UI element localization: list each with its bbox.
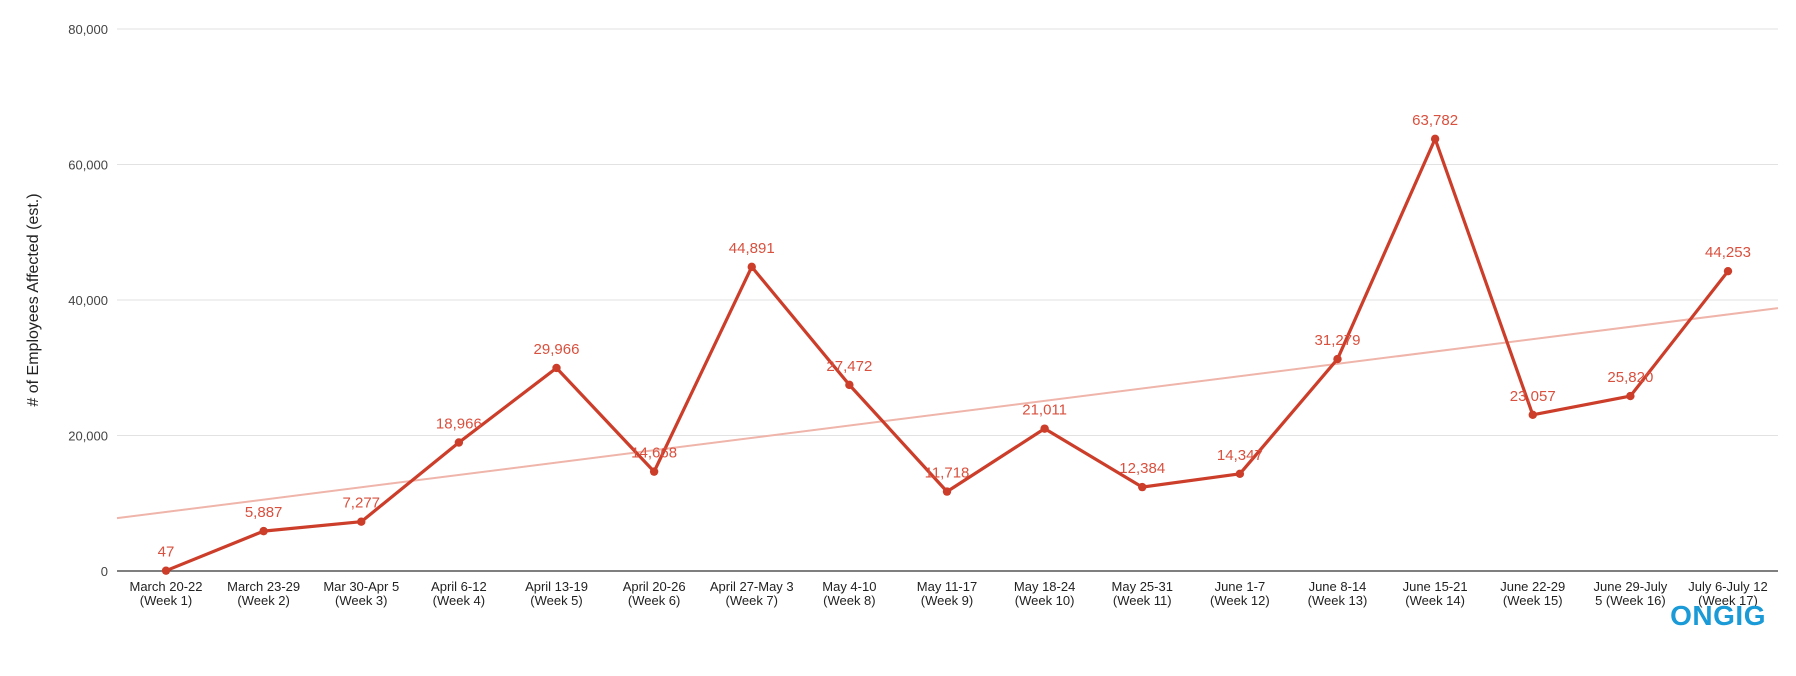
x-tick-label: May 25-31 bbox=[1112, 579, 1173, 594]
data-point bbox=[845, 380, 854, 390]
data-label: 14,668 bbox=[631, 445, 677, 462]
x-tick-label: March 20-22 bbox=[130, 579, 203, 594]
data-label: 44,253 bbox=[1705, 244, 1751, 261]
y-tick-label: 40,000 bbox=[68, 293, 108, 308]
x-tick-label: June 8-14 bbox=[1309, 579, 1367, 594]
data-label: 5,887 bbox=[245, 504, 283, 521]
x-tick-sublabel: (Week 9) bbox=[921, 593, 974, 608]
data-point bbox=[1528, 410, 1537, 419]
data-point bbox=[1333, 354, 1342, 364]
data-label: 12,384 bbox=[1119, 460, 1165, 477]
x-tick-sublabel: (Week 15) bbox=[1503, 593, 1563, 608]
data-label: 63,782 bbox=[1412, 112, 1458, 129]
x-tick-sublabel: (Week 10) bbox=[1015, 593, 1075, 608]
data-label: 25,820 bbox=[1607, 369, 1653, 386]
data-label: 27,472 bbox=[826, 358, 872, 375]
data-point bbox=[357, 517, 366, 526]
data-label: 44,891 bbox=[729, 240, 775, 257]
data-label: 14,347 bbox=[1217, 447, 1263, 464]
x-tick-sublabel: (Week 17) bbox=[1698, 593, 1758, 608]
x-tick-sublabel: (Week 3) bbox=[335, 593, 388, 608]
x-tick-label: May 18-24 bbox=[1014, 579, 1075, 594]
x-tick-label: March 23-29 bbox=[227, 579, 300, 594]
data-point bbox=[454, 438, 464, 447]
data-label: 29,966 bbox=[534, 341, 580, 358]
x-tick-label: June 29-July bbox=[1594, 579, 1668, 594]
x-tick-sublabel: (Week 2) bbox=[237, 593, 290, 608]
x-tick-sublabel: (Week 1) bbox=[140, 593, 193, 608]
x-tick-label: April 20-26 bbox=[623, 579, 686, 594]
x-tick-label: May 4-10 bbox=[822, 579, 876, 594]
data-label: 11,718 bbox=[925, 465, 970, 482]
x-tick-sublabel: (Week 13) bbox=[1308, 593, 1368, 608]
x-tick-sublabel: 5 (Week 16) bbox=[1595, 593, 1666, 608]
x-tick-label: April 6-12 bbox=[431, 579, 487, 594]
data-point bbox=[1723, 266, 1733, 276]
data-point bbox=[942, 487, 952, 496]
trendline bbox=[116, 307, 1779, 520]
data-point bbox=[1235, 469, 1245, 478]
data-label: 21,011 bbox=[1022, 402, 1067, 419]
x-tick-sublabel: (Week 5) bbox=[530, 593, 583, 608]
x-tick-sublabel: (Week 8) bbox=[823, 593, 876, 608]
data-point bbox=[161, 566, 171, 575]
ongig-logo: ONGIG bbox=[1670, 600, 1766, 631]
series-line bbox=[164, 137, 1730, 573]
x-tick-label: Mar 30-Apr 5 bbox=[323, 579, 399, 594]
x-tick-label: June 15-21 bbox=[1403, 579, 1468, 594]
x-tick-label: July 6-July 12 bbox=[1688, 579, 1767, 594]
x-tick-label: April 27-May 3 bbox=[710, 579, 794, 594]
data-label: 7,277 bbox=[342, 495, 380, 512]
x-tick-sublabel: (Week 12) bbox=[1210, 593, 1270, 608]
x-tick-label: April 13-19 bbox=[525, 579, 588, 594]
data-label: 31,279 bbox=[1315, 332, 1361, 349]
x-tick-label: June 22-29 bbox=[1500, 579, 1565, 594]
data-point bbox=[1040, 424, 1049, 433]
data-label: 23,057 bbox=[1510, 388, 1556, 405]
x-tick-sublabel: (Week 7) bbox=[726, 593, 779, 608]
y-tick-label: 80,000 bbox=[68, 22, 108, 37]
data-point bbox=[259, 526, 268, 536]
y-tick-label: 60,000 bbox=[68, 158, 108, 173]
data-point bbox=[1430, 134, 1440, 144]
data-point bbox=[747, 262, 756, 272]
x-tick-sublabel: (Week 4) bbox=[433, 593, 486, 608]
data-point bbox=[552, 363, 561, 373]
data-label: 18,966 bbox=[436, 416, 482, 433]
y-tick-label: 20,000 bbox=[68, 429, 108, 444]
x-tick-label: June 1-7 bbox=[1215, 579, 1266, 594]
data-point bbox=[1626, 391, 1635, 401]
data-point bbox=[649, 467, 659, 476]
x-tick-sublabel: (Week 6) bbox=[628, 593, 681, 608]
x-tick-label: May 11-17 bbox=[917, 579, 977, 594]
x-tick-sublabel: (Week 14) bbox=[1405, 593, 1465, 608]
y-axis-title: # of Employees Affected (est.) bbox=[25, 193, 42, 406]
data-point bbox=[1138, 482, 1147, 492]
x-tick-sublabel: (Week 11) bbox=[1113, 593, 1172, 608]
y-tick-label: 0 bbox=[101, 564, 108, 579]
data-label: 47 bbox=[158, 544, 175, 561]
